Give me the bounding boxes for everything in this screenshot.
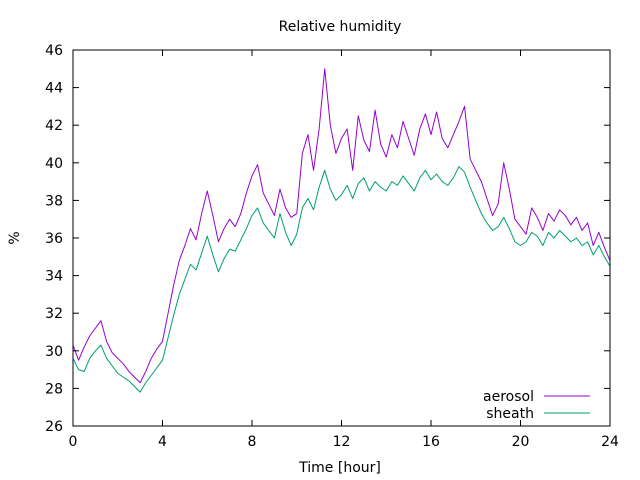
y-tick-label: 40 bbox=[45, 156, 63, 172]
plot-area bbox=[72, 68, 611, 393]
x-axis-label: Time [hour] bbox=[298, 460, 381, 476]
legend-label-sheath: sheath bbox=[486, 406, 534, 422]
x-axis: 0 4 8 12 16 20 24 bbox=[69, 50, 619, 450]
y-tick-label: 38 bbox=[45, 193, 63, 209]
y-tick-label: 32 bbox=[45, 306, 63, 322]
y-tick-label: 36 bbox=[45, 231, 63, 247]
y-tick-label: 26 bbox=[45, 419, 63, 435]
y-tick-label: 42 bbox=[45, 118, 63, 134]
y-tick-label: 30 bbox=[45, 344, 63, 360]
series-line-sheath bbox=[72, 166, 611, 393]
y-tick-label: 44 bbox=[45, 81, 63, 97]
y-tick-label: 28 bbox=[45, 381, 63, 397]
legend-label-aerosol: aerosol bbox=[483, 389, 534, 405]
x-tick-label: 4 bbox=[158, 434, 167, 450]
x-tick-label: 12 bbox=[333, 434, 351, 450]
y-tick-label: 34 bbox=[45, 269, 63, 285]
x-tick-label: 20 bbox=[512, 434, 530, 450]
series-line-aerosol bbox=[72, 68, 611, 384]
x-tick-label: 0 bbox=[69, 434, 78, 450]
chart-title: Relative humidity bbox=[279, 19, 402, 35]
x-tick-label: 8 bbox=[248, 434, 257, 450]
y-axis-label: % bbox=[7, 231, 23, 244]
y-axis: 26 28 30 32 34 36 38 40 42 44 46 bbox=[45, 43, 610, 435]
x-tick-label: 24 bbox=[601, 434, 619, 450]
y-tick-label: 46 bbox=[45, 43, 63, 59]
x-tick-label: 16 bbox=[422, 434, 440, 450]
